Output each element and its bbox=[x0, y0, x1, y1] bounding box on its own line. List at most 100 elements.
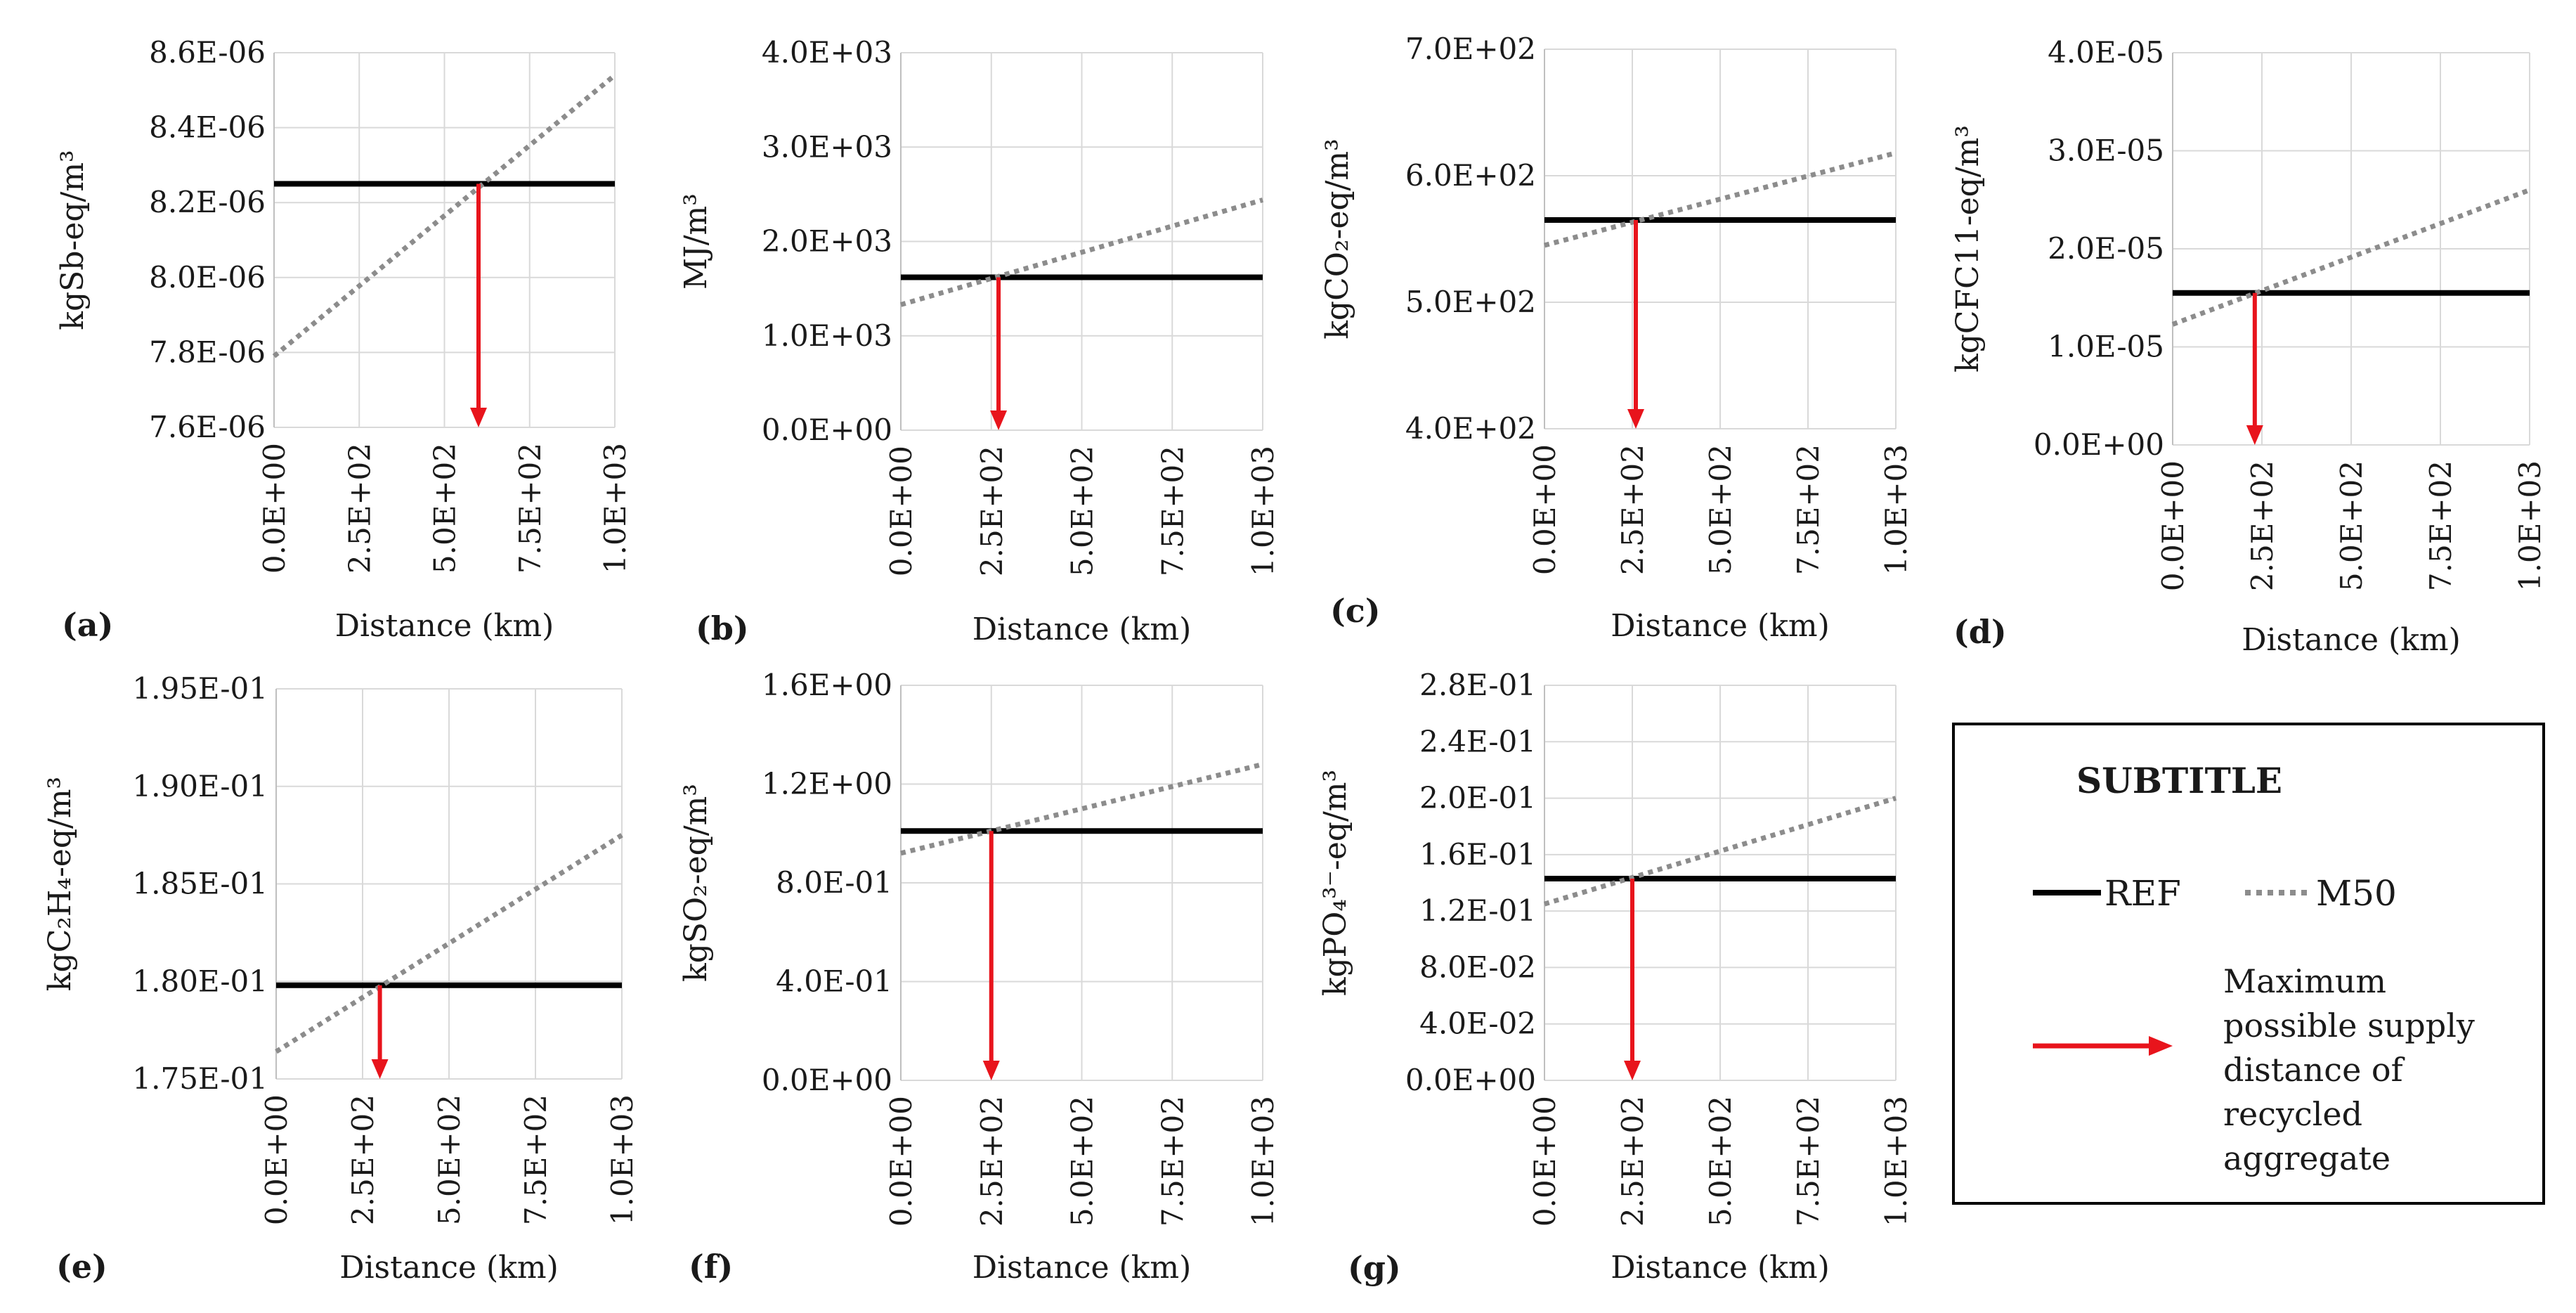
y-tick-label: 3.0E-05 bbox=[2048, 134, 2164, 168]
y-axis-title: kgCFC11-eq/m³ bbox=[1950, 125, 1986, 373]
y-tick-label: 2.0E+03 bbox=[762, 224, 892, 259]
chart-panel-5: 0.0E+00 2.5E+02 5.0E+02 7.5E+02 1.0E+03 1.75E… bbox=[42, 671, 639, 1286]
y-tick-label: 1.2E-01 bbox=[1419, 893, 1536, 928]
x-tick-label: 7.5E+02 bbox=[513, 443, 547, 574]
chart-panel-3: 0.0E+00 2.5E+02 5.0E+02 7.5E+02 1.0E+03 4.0E+… bbox=[1320, 32, 1913, 644]
y-tick-label: 4.0E+03 bbox=[762, 35, 892, 70]
x-tick-label: 5.0E+02 bbox=[1703, 444, 1738, 575]
legend-arrow-head bbox=[2149, 1036, 2173, 1056]
y-tick-label: 8.0E-02 bbox=[1419, 950, 1536, 984]
x-axis-title: Distance (km) bbox=[335, 608, 554, 644]
m50-series-line bbox=[2171, 188, 2531, 327]
chart-panel-4: 0.0E+00 2.5E+02 5.0E+02 7.5E+02 1.0E+03 0.0E+… bbox=[1950, 35, 2547, 658]
y-tick-label: 4.0E-02 bbox=[1419, 1007, 1536, 1041]
m50-series-line bbox=[272, 73, 617, 358]
x-tick-label: 7.5E+02 bbox=[1155, 1096, 1190, 1227]
y-axis-title: kgPO₄³⁻-eq/m³ bbox=[1318, 770, 1353, 996]
legend-arrow-line-1: Maximum bbox=[2223, 962, 2386, 1000]
y-tick-label: 4.0E+02 bbox=[1405, 411, 1536, 446]
x-axis-title: Distance (km) bbox=[2242, 622, 2461, 658]
chart-panel-6: 0.0E+00 2.5E+02 5.0E+02 7.5E+02 1.0E+03 0.0E+… bbox=[678, 668, 1280, 1286]
x-tick-label: 1.0E+03 bbox=[2513, 460, 2547, 591]
x-tick-label: 2.5E+02 bbox=[975, 446, 1009, 576]
legend-arrow-line-3: distance of bbox=[2223, 1051, 2405, 1089]
y-tick-label: 8.2E-06 bbox=[149, 185, 266, 219]
x-tick-label: 0.0E+00 bbox=[2156, 460, 2190, 591]
y-tick-label: 7.0E+02 bbox=[1405, 32, 1536, 66]
m50-series-line bbox=[900, 762, 1263, 856]
x-tick-label: 0.0E+00 bbox=[1528, 1096, 1562, 1227]
panel-label: (b) bbox=[696, 609, 749, 647]
panel-label: (g) bbox=[1348, 1249, 1401, 1287]
max-distance-arrowhead bbox=[470, 408, 487, 427]
x-tick-label: 1.0E+03 bbox=[1246, 446, 1280, 576]
x-tick-label: 2.5E+02 bbox=[2245, 460, 2279, 591]
x-tick-label: 0.0E+00 bbox=[884, 1096, 918, 1227]
max-distance-arrowhead bbox=[990, 410, 1008, 430]
x-axis-title: Distance (km) bbox=[972, 1250, 1192, 1286]
y-tick-label: 0.0E+00 bbox=[1405, 1063, 1536, 1097]
x-tick-label: 0.0E+00 bbox=[259, 1094, 294, 1225]
panel-label: (d) bbox=[1953, 613, 2007, 651]
x-tick-label: 2.5E+02 bbox=[342, 443, 377, 574]
x-tick-label: 5.0E+02 bbox=[1703, 1096, 1738, 1227]
y-tick-label: 1.85E-01 bbox=[132, 867, 268, 901]
x-axis-title: Distance (km) bbox=[1611, 1250, 1830, 1286]
y-tick-label: 1.6E+00 bbox=[762, 668, 892, 702]
x-tick-label: 2.5E+02 bbox=[1615, 1096, 1650, 1227]
y-axis-title: kgCO₂-eq/m³ bbox=[1320, 138, 1355, 339]
y-tick-label: 1.95E-01 bbox=[132, 671, 268, 706]
y-tick-label: 2.8E-01 bbox=[1419, 668, 1536, 702]
y-tick-label: 1.0E-05 bbox=[2048, 330, 2164, 364]
x-tick-label: 5.0E+02 bbox=[1065, 1096, 1100, 1227]
y-tick-label: 2.4E-01 bbox=[1419, 724, 1536, 758]
max-distance-arrowhead bbox=[982, 1061, 1000, 1080]
m50-series-line bbox=[1543, 796, 1897, 907]
y-tick-label: 7.6E-06 bbox=[149, 410, 266, 444]
max-distance-arrowhead bbox=[371, 1059, 389, 1079]
x-tick-label: 1.0E+03 bbox=[1879, 1096, 1913, 1227]
y-tick-label: 3.0E+03 bbox=[762, 129, 892, 164]
x-tick-label: 2.5E+02 bbox=[1615, 444, 1650, 575]
x-axis-title: Distance (km) bbox=[1611, 608, 1830, 644]
y-tick-label: 1.75E-01 bbox=[132, 1061, 268, 1096]
x-tick-label: 1.0E+03 bbox=[598, 443, 632, 574]
y-tick-label: 6.0E+02 bbox=[1405, 158, 1536, 193]
x-tick-label: 1.0E+03 bbox=[1879, 444, 1913, 575]
x-tick-label: 5.0E+02 bbox=[1065, 446, 1100, 576]
legend-arrow-line-2: possible supply bbox=[2223, 1007, 2475, 1044]
x-tick-label: 7.5E+02 bbox=[1791, 1096, 1826, 1227]
y-tick-label: 2.0E-05 bbox=[2048, 231, 2164, 266]
y-tick-label: 1.90E-01 bbox=[132, 769, 268, 803]
x-tick-label: 2.5E+02 bbox=[346, 1094, 380, 1225]
y-axis-title: MJ/m³ bbox=[678, 193, 714, 290]
y-tick-label: 1.80E-01 bbox=[132, 964, 268, 998]
x-tick-label: 7.5E+02 bbox=[2424, 460, 2458, 591]
x-tick-label: 5.0E+02 bbox=[2334, 460, 2369, 591]
y-tick-label: 4.0E-01 bbox=[776, 964, 892, 999]
x-tick-label: 0.0E+00 bbox=[257, 443, 292, 574]
chart-panel-1: 0.0E+00 2.5E+02 5.0E+02 7.5E+02 1.0E+03 7.6E-… bbox=[55, 35, 632, 644]
x-tick-label: 2.5E+02 bbox=[975, 1096, 1009, 1227]
x-tick-label: 1.0E+03 bbox=[1246, 1096, 1280, 1227]
chart-panel-2: 0.0E+00 2.5E+02 5.0E+02 7.5E+02 1.0E+03 0.0E+… bbox=[678, 35, 1280, 647]
legend-title: SUBTITLE bbox=[2076, 760, 2282, 801]
y-tick-label: 7.8E-06 bbox=[149, 335, 266, 369]
y-tick-label: 8.4E-06 bbox=[149, 110, 266, 145]
m50-series-line bbox=[900, 198, 1263, 307]
legend-ref-label: REF bbox=[2105, 873, 2181, 914]
panel-label: (f) bbox=[689, 1248, 733, 1286]
y-axis-title: kgSO₂-eq/m³ bbox=[678, 784, 714, 982]
x-tick-label: 5.0E+02 bbox=[428, 443, 462, 574]
panel-label: (a) bbox=[62, 606, 113, 644]
y-tick-label: 1.6E-01 bbox=[1419, 837, 1536, 872]
m50-series-line bbox=[1544, 150, 1897, 248]
max-distance-arrowhead bbox=[1627, 409, 1644, 429]
max-distance-arrowhead bbox=[1624, 1061, 1641, 1080]
max-distance-arrowhead bbox=[2246, 425, 2263, 445]
chart-panel-7: 0.0E+00 2.5E+02 5.0E+02 7.5E+02 1.0E+03 0.0E+… bbox=[1318, 668, 1913, 1287]
y-axis-title: kgSb-eq/m³ bbox=[55, 150, 91, 330]
y-tick-label: 5.0E+02 bbox=[1405, 285, 1536, 319]
x-tick-label: 5.0E+02 bbox=[432, 1094, 467, 1225]
